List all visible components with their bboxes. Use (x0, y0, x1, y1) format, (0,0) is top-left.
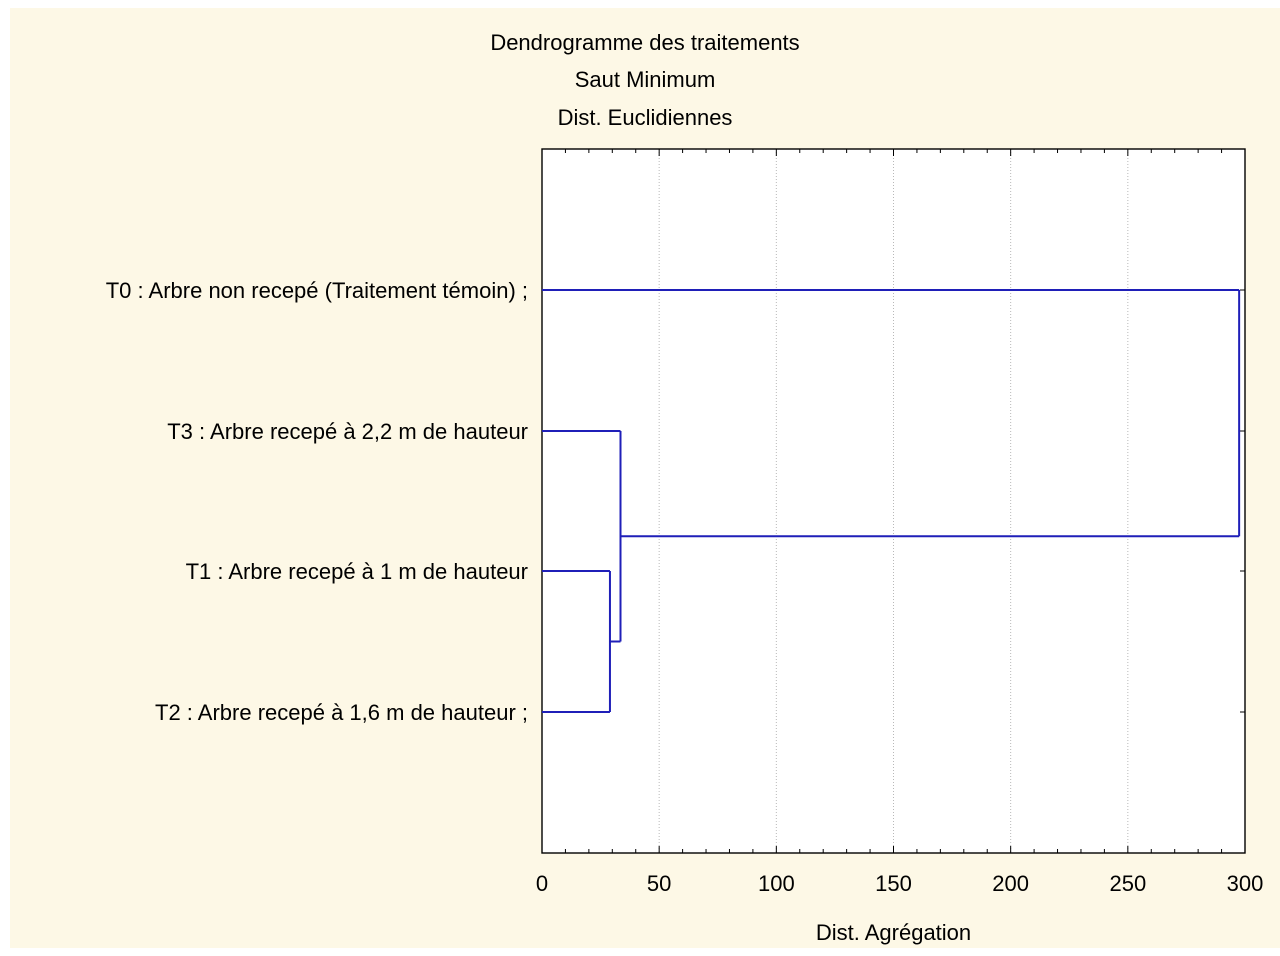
x-tick-label: 150 (875, 871, 912, 896)
x-tick-label: 100 (758, 871, 795, 896)
x-tick-label: 250 (1109, 871, 1146, 896)
x-axis-label: Dist. Agrégation (816, 920, 971, 945)
leaf-label: T1 : Arbre recepé à 1 m de hauteur (186, 559, 528, 584)
x-tick-label: 300 (1227, 871, 1264, 896)
leaf-label: T2 : Arbre recepé à 1,6 m de hauteur ; (155, 700, 528, 725)
x-tick-label: 0 (536, 871, 548, 896)
chart-subtitle-2: Dist. Euclidiennes (557, 105, 733, 130)
x-tick-label: 200 (992, 871, 1029, 896)
chart-subtitle-1: Saut Minimum (574, 67, 716, 92)
x-tick-label: 50 (647, 871, 671, 896)
leaf-label: T3 : Arbre recepé à 2,2 m de hauteur (167, 419, 528, 444)
leaf-label: T0 : Arbre non recepé (Traitement témoin… (106, 278, 528, 303)
chart-title: Dendrogramme des traitements (490, 30, 800, 55)
